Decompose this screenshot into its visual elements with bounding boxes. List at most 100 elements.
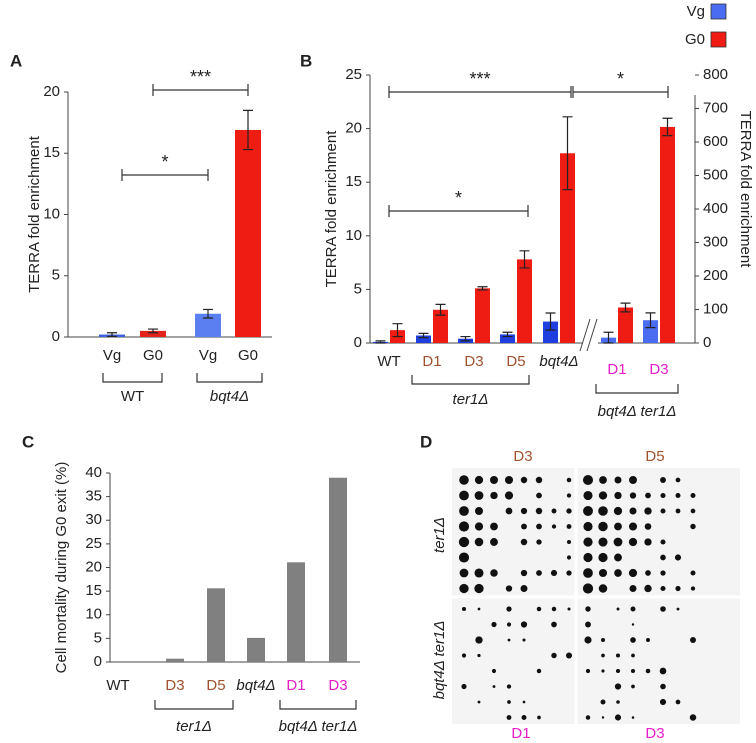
spot [630, 606, 636, 612]
x-tick-label: WT [106, 677, 129, 694]
spot [477, 700, 481, 704]
spot [461, 683, 467, 690]
y-axis-title: TERRA fold enrichment [323, 130, 340, 288]
spot [474, 522, 484, 531]
y-tick-label: 25 [345, 66, 362, 83]
spot [477, 653, 481, 658]
spot [521, 523, 527, 530]
spot [507, 700, 511, 704]
significance-mark: * [617, 69, 624, 89]
spot [598, 584, 608, 593]
spot [520, 538, 528, 546]
spot [582, 583, 594, 594]
group-bracket [595, 384, 679, 394]
error-bar [107, 332, 117, 337]
spot [676, 607, 680, 611]
spot [474, 537, 484, 547]
bar [643, 320, 658, 343]
spot [551, 652, 557, 659]
group-bracket [154, 700, 234, 710]
y-tick-label: 20 [345, 120, 362, 137]
spot [660, 492, 666, 499]
bar [500, 334, 515, 343]
group-bracket [196, 373, 263, 383]
spot [536, 492, 542, 499]
y-tick-label: 0 [52, 328, 60, 345]
spot [690, 523, 696, 530]
spot [504, 491, 514, 500]
spot [645, 492, 651, 499]
bar [235, 129, 261, 337]
y2-tick-label: 400 [703, 200, 728, 217]
spot [522, 638, 526, 642]
spot [505, 585, 513, 592]
bar [287, 562, 305, 662]
y-tick-label: 15 [85, 582, 102, 599]
bar [247, 637, 265, 662]
y-tick-label: 30 [85, 511, 102, 528]
y-axis-title: Cell mortality during G0 exit (%) [53, 462, 70, 674]
spot [458, 536, 470, 548]
spot [475, 636, 483, 644]
row-label: ter1Δ [431, 517, 448, 553]
x-tick-label: D3 [649, 361, 668, 378]
error-bar [502, 331, 513, 338]
column-label: D3 [513, 448, 532, 465]
spot [630, 668, 636, 674]
spot [675, 492, 681, 499]
spot [585, 668, 591, 674]
spot [598, 521, 608, 532]
spot [566, 570, 572, 576]
error-bar [460, 335, 471, 342]
group-label: bqt4Δ ter1Δ [279, 718, 358, 735]
error-bar [418, 332, 429, 339]
spot [520, 507, 528, 515]
spot [490, 522, 498, 531]
error-bar [545, 312, 556, 331]
spot [645, 570, 651, 576]
spot [630, 637, 636, 643]
spot [674, 554, 682, 561]
group-label: ter1Δ [453, 391, 489, 408]
spot [474, 568, 484, 578]
y2-tick-label: 200 [703, 267, 728, 284]
group-bracket [102, 373, 163, 383]
error-bar [477, 286, 488, 291]
error-bar [435, 303, 446, 316]
group-label: WT [121, 388, 144, 405]
spot [644, 507, 652, 515]
spot [675, 477, 681, 483]
spot [644, 584, 652, 593]
spot [601, 653, 605, 658]
spot [585, 715, 591, 720]
spot [585, 606, 591, 612]
y2-tick-label: 300 [703, 233, 728, 250]
spot [566, 524, 572, 529]
spot [690, 637, 696, 643]
error-bar [620, 302, 631, 313]
spot [507, 638, 511, 642]
significance-bracket [388, 86, 572, 98]
x-tick-label: D5 [206, 677, 225, 694]
bar [416, 335, 431, 343]
spot [520, 584, 528, 593]
spot [689, 714, 697, 721]
spot [504, 475, 514, 485]
spot [474, 506, 484, 516]
legend-label: Vg [687, 3, 705, 20]
spot [551, 621, 557, 628]
bar [560, 153, 575, 343]
y-tick-label: 0 [354, 334, 362, 351]
significance-mark: *** [190, 67, 211, 87]
spot [461, 606, 467, 612]
y-tick-label: 35 [85, 488, 102, 505]
x-tick-label: bqt4Δ [539, 353, 578, 370]
spot [490, 538, 498, 546]
y-tick-label: 25 [85, 535, 102, 552]
x-tick-label: WT [377, 353, 400, 370]
spot [615, 653, 621, 658]
spot [551, 508, 557, 514]
spot [690, 570, 696, 576]
y2-tick-label: 600 [703, 133, 728, 150]
